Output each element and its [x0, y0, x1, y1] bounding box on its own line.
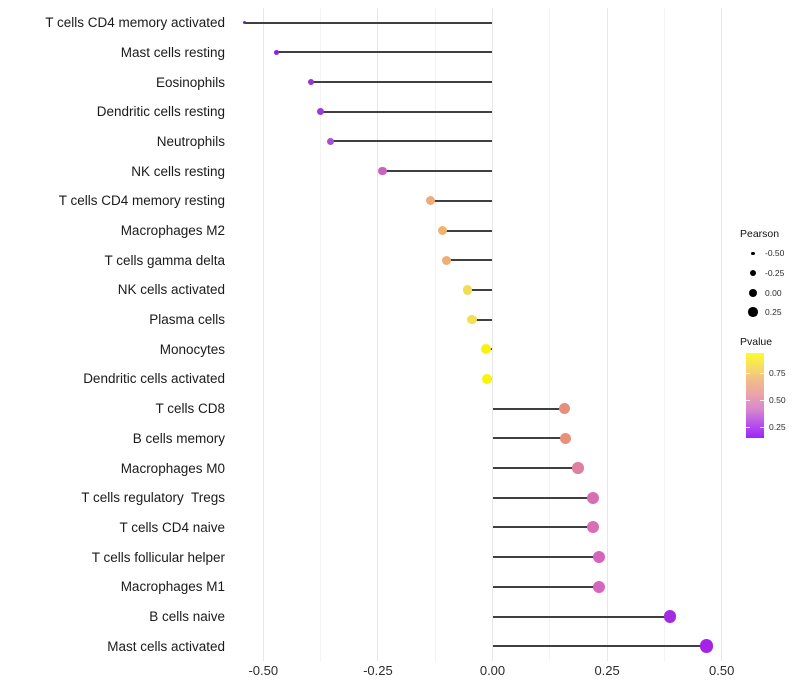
- lollipop-dot: [316, 108, 324, 116]
- lollipop-dot: [467, 314, 477, 325]
- lollipop-stem: [492, 615, 670, 618]
- category-label: T cells gamma delta: [104, 252, 225, 268]
- pearson-size-label: 0.25: [765, 307, 782, 318]
- category-label: T cells follicular helper: [91, 549, 225, 565]
- gridline-major: [262, 8, 264, 661]
- x-tick-label: -0.25: [363, 663, 393, 678]
- gridline-major: [721, 8, 723, 661]
- x-tick-label: 0.25: [594, 663, 620, 678]
- category-label: Dendritic cells resting: [96, 104, 225, 120]
- x-tick-label: 0.50: [709, 663, 735, 678]
- category-label: Mast cells resting: [120, 44, 225, 60]
- pearson-size-label: 0.00: [765, 287, 782, 298]
- gridline-major: [377, 8, 379, 661]
- lollipop-dot: [273, 49, 279, 55]
- gridline-major: [606, 8, 608, 661]
- lollipop-stem: [492, 496, 593, 499]
- pvalue-tick-mark: [760, 373, 764, 375]
- pearson-size-dot: [749, 288, 757, 297]
- lollipop-dot: [437, 226, 447, 236]
- gridline-minor: [663, 8, 665, 661]
- lollipop-dot: [586, 521, 599, 534]
- lollipop-dot: [326, 137, 335, 146]
- lollipop-stem: [492, 467, 578, 470]
- lollipop-dot: [481, 344, 492, 355]
- category-label: Mast cells activated: [107, 638, 225, 654]
- category-label: T cells regulatory Tregs: [81, 490, 225, 506]
- lollipop-stem: [467, 288, 493, 291]
- lollipop-stem: [492, 437, 566, 440]
- lollipop-stem: [446, 259, 493, 262]
- lollipop-dot: [462, 285, 473, 295]
- category-label: NK cells resting: [131, 163, 225, 179]
- category-label: Macrophages M0: [120, 460, 225, 476]
- lollipop-stem: [471, 318, 493, 321]
- pearson-size-label: -0.50: [765, 248, 785, 259]
- lollipop-stem: [492, 645, 707, 648]
- category-label: Monocytes: [159, 341, 225, 357]
- lollipop-dot: [307, 78, 315, 86]
- category-label: B cells memory: [132, 430, 225, 446]
- category-label: T cells CD4 memory resting: [58, 193, 225, 209]
- lollipop-stem: [310, 81, 493, 84]
- lollipop-stem: [442, 229, 493, 232]
- lollipop-dot: [243, 21, 246, 25]
- x-tick-label: 0.00: [479, 663, 506, 678]
- gridline-minor: [549, 8, 551, 661]
- category-label: Macrophages M2: [120, 223, 225, 239]
- pvalue-tick-mark: [746, 427, 750, 429]
- pvalue-tick-label: 0.75: [769, 368, 786, 379]
- category-label: T cells CD4 naive: [119, 519, 225, 535]
- lollipop-dot: [593, 580, 606, 593]
- lollipop-dot: [699, 639, 714, 653]
- category-label: Neutrophils: [156, 133, 225, 149]
- lollipop-dot: [425, 196, 435, 206]
- lollipop-stem: [382, 170, 493, 173]
- lollipop-stem: [244, 21, 493, 24]
- pvalue-tick-mark: [746, 400, 750, 402]
- lollipop-dot: [586, 491, 599, 504]
- lollipop-dot: [481, 373, 492, 384]
- gridline-minor: [320, 8, 322, 661]
- lollipop-stem: [492, 407, 565, 410]
- lollipop-dot: [378, 166, 387, 176]
- lollipop-dot: [559, 432, 571, 444]
- lollipop-stem: [492, 585, 600, 588]
- pvalue-tick-label: 0.50: [769, 395, 786, 406]
- pearson-size-label: -0.25: [765, 267, 785, 278]
- pearson-legend-title: Pearson: [740, 228, 780, 240]
- pearson-size-dot: [748, 307, 758, 317]
- lollipop-dot: [572, 462, 584, 474]
- pearson-size-dot: [750, 269, 756, 276]
- pearson-size-dot: [751, 251, 755, 256]
- pvalue-gradient-bar: [746, 353, 764, 438]
- category-label: NK cells activated: [117, 282, 225, 298]
- pvalue-tick-mark: [746, 373, 750, 375]
- category-label: T cells CD4 memory activated: [45, 15, 225, 31]
- category-label: Eosinophils: [155, 74, 225, 90]
- lollipop-stem: [276, 51, 493, 54]
- category-label: Dendritic cells activated: [83, 371, 225, 387]
- lollipop-dot: [442, 255, 452, 265]
- pvalue-legend-title: Pvalue: [740, 336, 773, 348]
- lollipop-stem: [330, 140, 493, 143]
- lollipop-stem: [430, 199, 493, 202]
- x-tick-label: -0.50: [248, 663, 279, 678]
- category-label: T cells CD8: [155, 401, 225, 417]
- lollipop-stem: [492, 556, 600, 559]
- gridline-minor: [434, 8, 436, 661]
- pvalue-tick-label: 0.25: [769, 422, 786, 433]
- lollipop-stem: [492, 526, 593, 529]
- pvalue-tick-mark: [760, 400, 764, 402]
- category-label: Plasma cells: [149, 312, 225, 328]
- category-label: Macrophages M1: [120, 579, 225, 595]
- lollipop-dot: [558, 403, 570, 415]
- gridline-major: [492, 8, 493, 661]
- category-label: B cells naive: [149, 609, 225, 624]
- lollipop-stem: [320, 110, 493, 113]
- pvalue-tick-mark: [760, 427, 764, 429]
- lollipop-dot: [663, 610, 677, 623]
- lollipop-dot: [593, 551, 606, 564]
